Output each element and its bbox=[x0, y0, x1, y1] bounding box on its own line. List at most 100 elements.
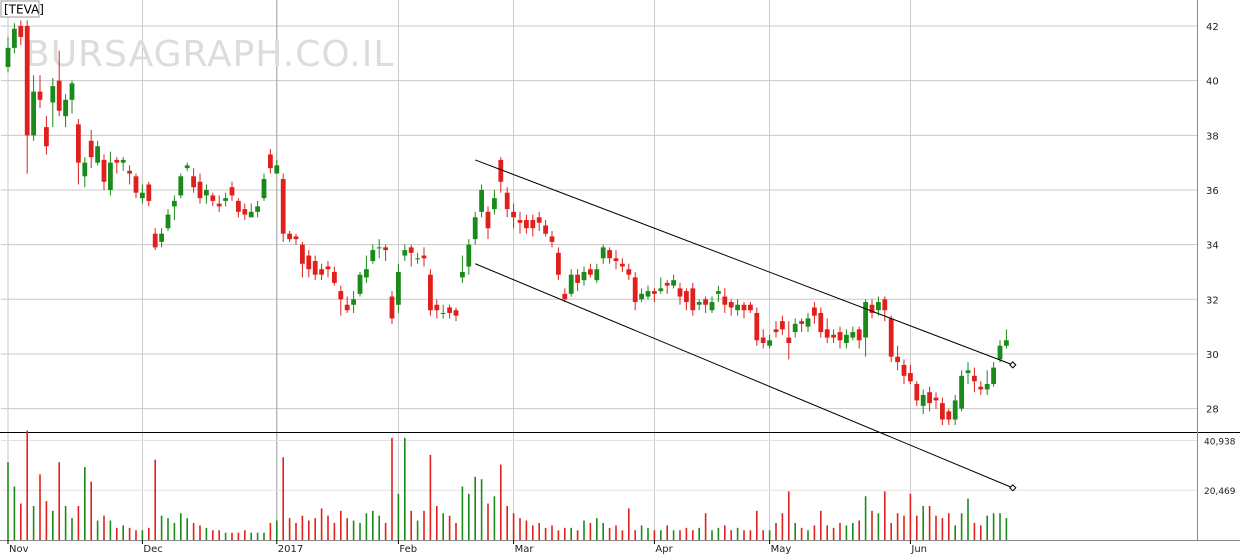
candle bbox=[415, 252, 420, 264]
candle bbox=[82, 157, 88, 188]
candle-body bbox=[344, 304, 350, 311]
candle bbox=[568, 269, 574, 297]
candle-body bbox=[440, 312, 446, 314]
y-tick-label: 36 bbox=[1206, 186, 1219, 197]
x-tick-label: Feb bbox=[399, 544, 417, 555]
candle-body bbox=[300, 244, 305, 264]
trendline bbox=[475, 159, 1013, 366]
candle-body bbox=[210, 195, 216, 201]
candle-body bbox=[965, 370, 971, 374]
candle bbox=[108, 151, 113, 196]
candle-body bbox=[748, 304, 753, 311]
candle-body bbox=[818, 312, 824, 333]
volume-tick-label: 40,938 bbox=[1204, 437, 1236, 447]
candle-body bbox=[428, 274, 433, 311]
candle-body bbox=[901, 364, 907, 376]
y-tick-label: 40 bbox=[1206, 77, 1219, 88]
candle-body bbox=[997, 345, 1003, 360]
candle-body bbox=[991, 367, 996, 385]
candle bbox=[869, 299, 875, 319]
candle-body bbox=[133, 176, 139, 193]
candle bbox=[632, 271, 638, 311]
candle-body bbox=[780, 321, 785, 330]
candle-body bbox=[242, 209, 248, 215]
candle-body bbox=[709, 302, 715, 311]
candle-body bbox=[274, 165, 280, 174]
candle bbox=[562, 288, 568, 303]
candle bbox=[888, 315, 894, 363]
candle-body bbox=[940, 403, 945, 420]
candle bbox=[140, 184, 145, 204]
candle bbox=[402, 244, 408, 262]
candle-body bbox=[306, 255, 312, 270]
candle-body bbox=[421, 255, 427, 259]
candle-body bbox=[492, 198, 497, 210]
candle-body bbox=[895, 356, 900, 363]
candle bbox=[594, 263, 600, 283]
candle bbox=[460, 255, 465, 283]
candle bbox=[268, 148, 273, 174]
candle bbox=[242, 203, 248, 221]
candle bbox=[620, 258, 625, 272]
candle-body bbox=[760, 337, 766, 344]
candle-body bbox=[178, 176, 184, 196]
candle-body bbox=[293, 236, 299, 240]
candle-body bbox=[504, 192, 510, 210]
candle bbox=[383, 244, 388, 262]
candle-body bbox=[952, 400, 958, 420]
candle-body bbox=[696, 302, 702, 305]
candle-body bbox=[524, 220, 529, 229]
candle-body bbox=[165, 214, 171, 229]
candle bbox=[5, 36, 11, 73]
candle-body bbox=[664, 282, 670, 286]
candle-body bbox=[312, 261, 318, 275]
y-tick-label: 42 bbox=[1206, 22, 1219, 33]
trendlines bbox=[475, 159, 1017, 492]
candle bbox=[370, 244, 376, 264]
candle-body bbox=[319, 269, 324, 275]
candle-body bbox=[863, 302, 868, 338]
candle bbox=[485, 206, 491, 240]
candle bbox=[664, 280, 670, 294]
candle bbox=[504, 187, 510, 218]
candle-body bbox=[63, 99, 68, 117]
candle-body bbox=[466, 244, 472, 267]
candle-body bbox=[914, 384, 920, 401]
trendline-end-marker bbox=[1009, 484, 1017, 492]
candle bbox=[645, 285, 651, 300]
candle bbox=[50, 77, 56, 128]
candle bbox=[530, 214, 536, 237]
candle-body bbox=[101, 159, 107, 182]
candle bbox=[325, 261, 331, 278]
candle bbox=[607, 247, 612, 264]
candle-body bbox=[204, 189, 209, 196]
candle-body bbox=[229, 187, 235, 196]
candle bbox=[978, 381, 984, 395]
candle-body bbox=[850, 332, 856, 338]
y-tick-label: 34 bbox=[1206, 241, 1219, 252]
candle-body bbox=[684, 291, 689, 303]
candle-body bbox=[261, 179, 267, 199]
candle-body bbox=[876, 302, 881, 311]
candle-body bbox=[799, 321, 804, 324]
candle bbox=[914, 381, 920, 406]
candle-body bbox=[280, 179, 286, 234]
candle-body bbox=[792, 323, 798, 333]
candle-body bbox=[376, 247, 382, 249]
candle bbox=[895, 345, 900, 371]
candle-body bbox=[76, 124, 81, 163]
candle bbox=[133, 173, 139, 199]
candle-body bbox=[479, 189, 484, 212]
candle bbox=[447, 304, 452, 319]
candle-body bbox=[1004, 340, 1009, 346]
candle bbox=[165, 209, 171, 231]
candle-body bbox=[511, 211, 516, 218]
candle bbox=[536, 211, 542, 231]
candle bbox=[428, 269, 433, 316]
candle bbox=[927, 386, 932, 412]
candle bbox=[453, 307, 459, 322]
candle bbox=[223, 192, 228, 207]
candle-body bbox=[946, 411, 952, 420]
candle bbox=[818, 307, 824, 338]
candle bbox=[287, 230, 292, 242]
